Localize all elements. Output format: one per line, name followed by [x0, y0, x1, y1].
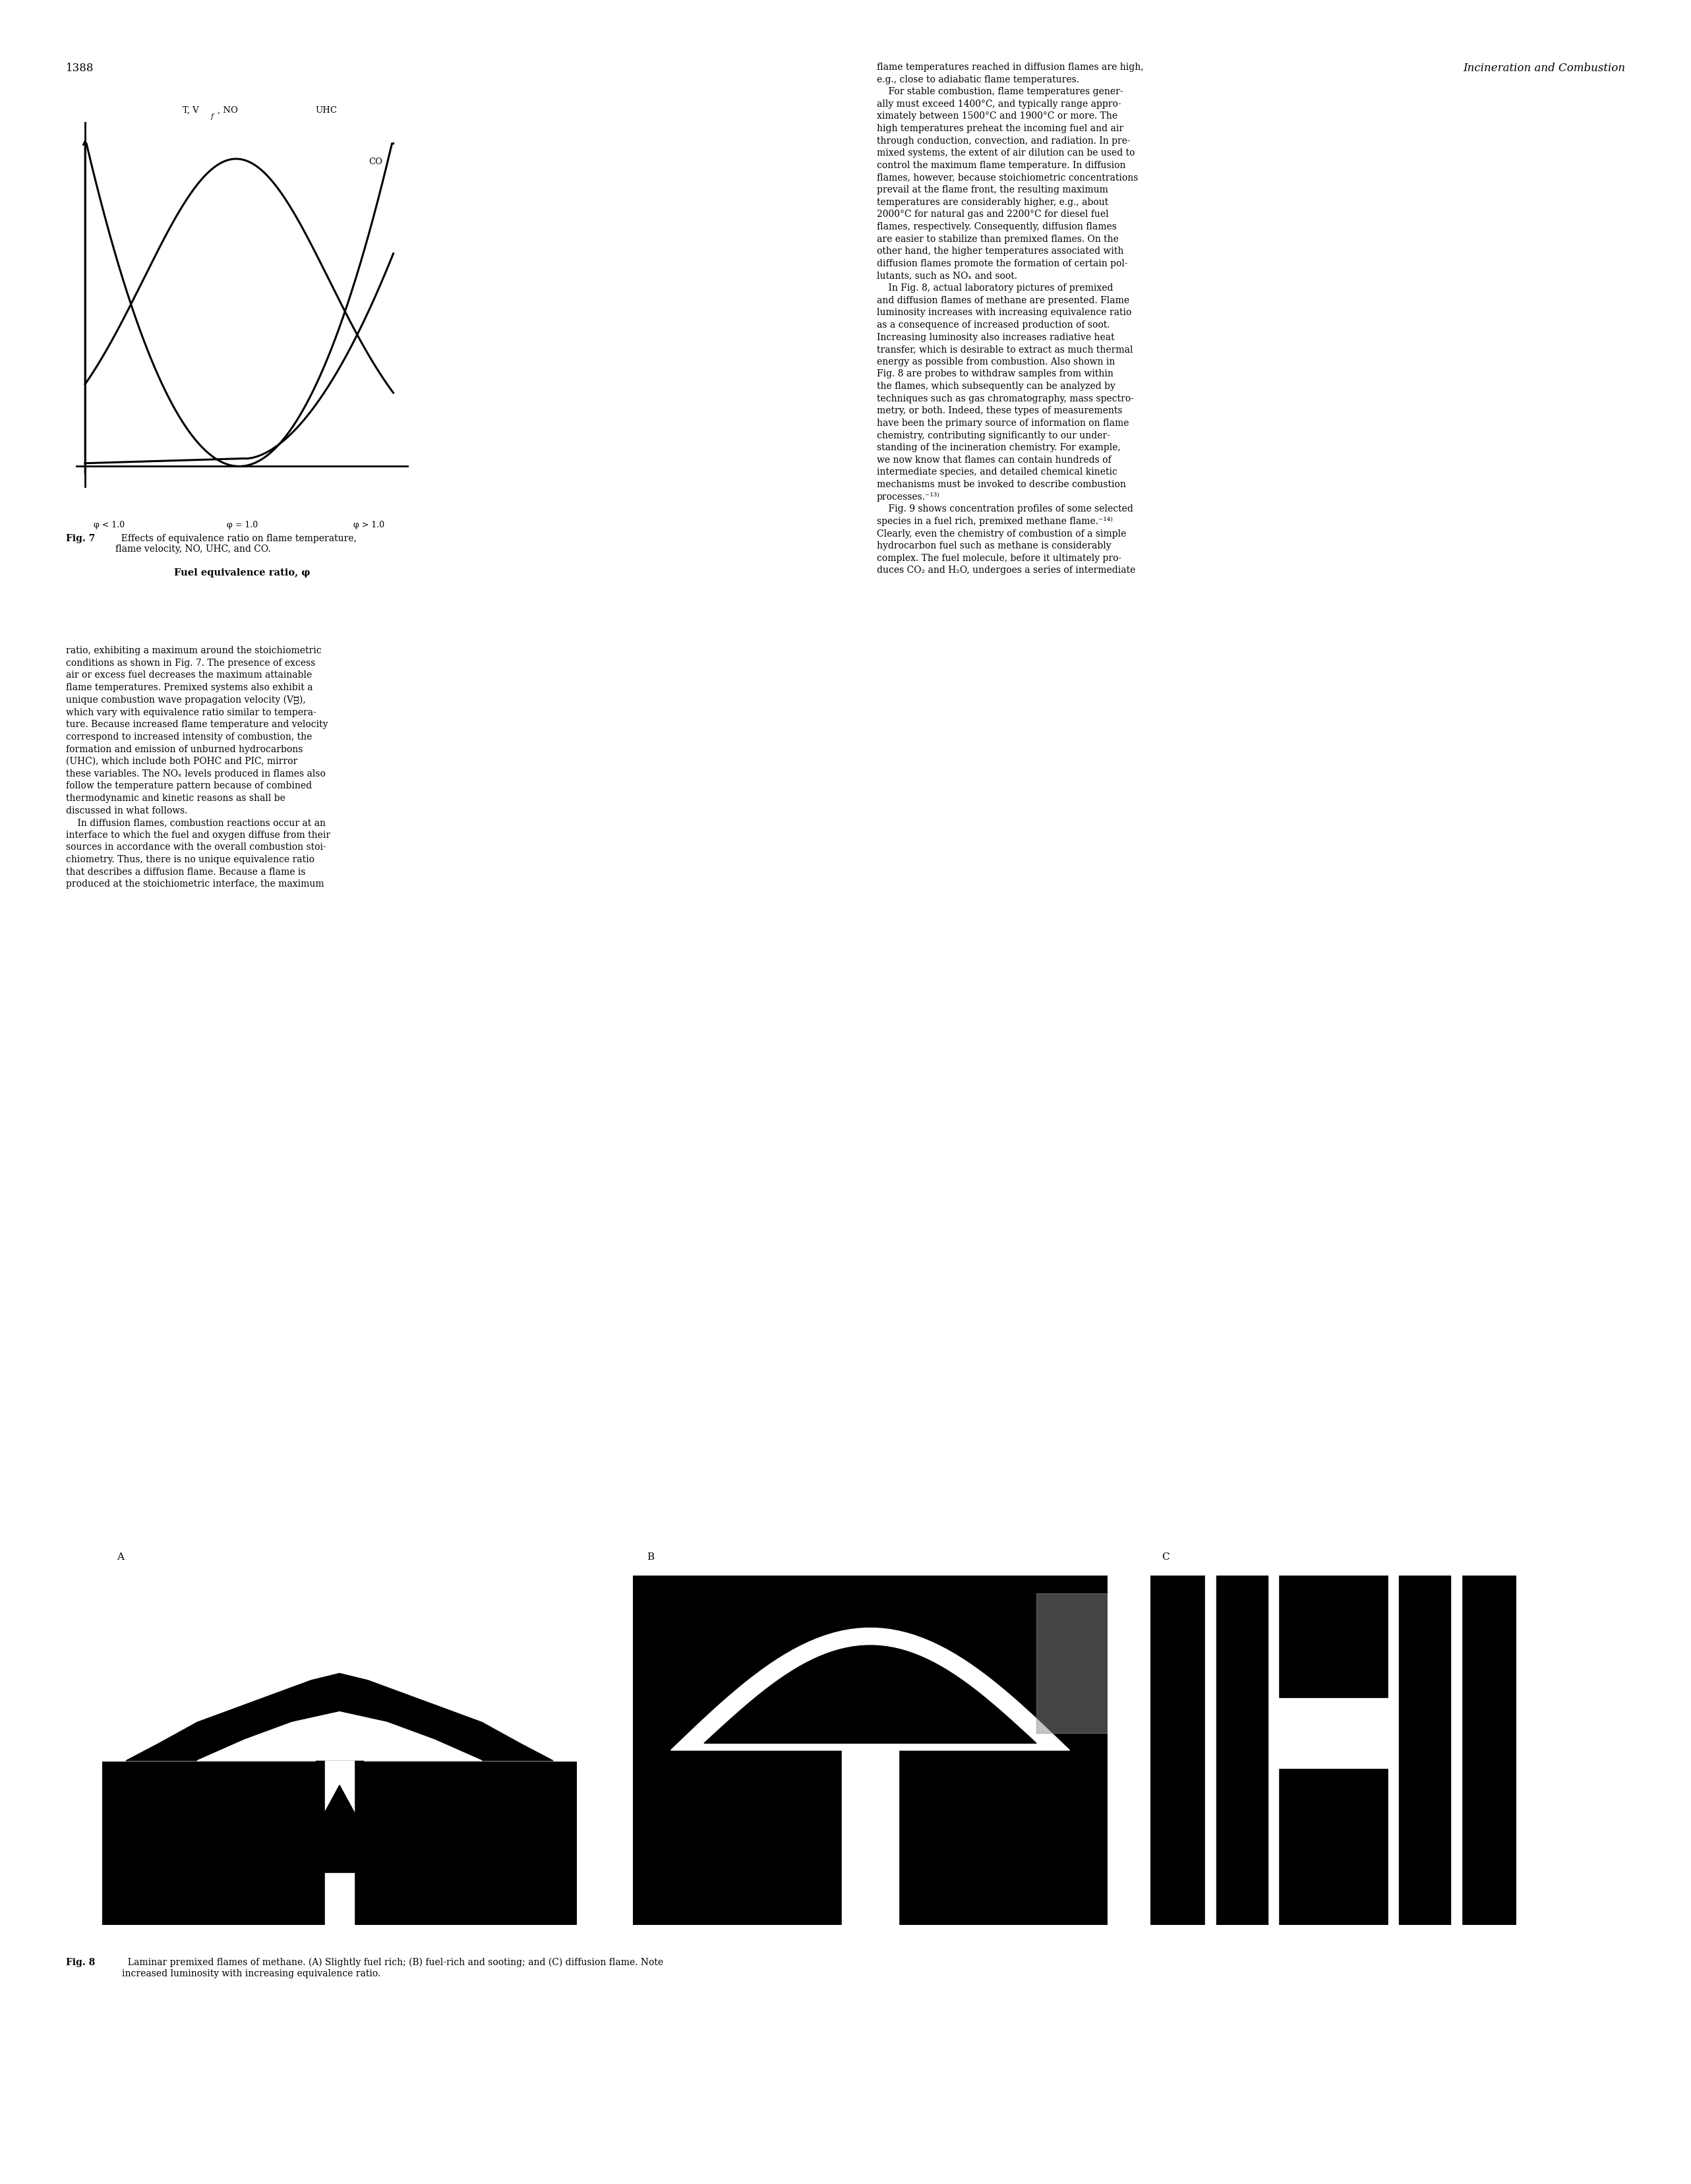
Polygon shape	[1150, 1575, 1517, 1924]
Polygon shape	[1206, 1575, 1278, 1924]
Polygon shape	[632, 1575, 1108, 1924]
Polygon shape	[101, 1575, 577, 1760]
Polygon shape	[198, 1712, 482, 1760]
Polygon shape	[316, 1760, 364, 1924]
Text: B: B	[648, 1553, 654, 1562]
Text: A: A	[117, 1553, 123, 1562]
Text: T, V: T, V	[183, 107, 198, 114]
Polygon shape	[325, 1760, 353, 1924]
Text: Fig. 7: Fig. 7	[66, 533, 95, 544]
Text: C: C	[1162, 1553, 1168, 1562]
Text: Incineration and Combustion: Incineration and Combustion	[1463, 63, 1625, 74]
Text: flame temperatures reached in diffusion flames are high,
e.g., close to adiabati: flame temperatures reached in diffusion …	[878, 63, 1143, 574]
Polygon shape	[703, 1645, 1037, 1743]
Polygon shape	[671, 1627, 1070, 1749]
Polygon shape	[1388, 1575, 1461, 1924]
Text: UHC: UHC	[316, 107, 337, 114]
Polygon shape	[1278, 1697, 1388, 1767]
Polygon shape	[842, 1749, 898, 1924]
Polygon shape	[311, 1784, 369, 1872]
Text: φ < 1.0: φ < 1.0	[93, 520, 125, 529]
Text: φ = 1.0: φ = 1.0	[227, 520, 257, 529]
Text: , NO: , NO	[218, 107, 238, 114]
Text: φ > 1.0: φ > 1.0	[353, 520, 384, 529]
Text: CO: CO	[369, 157, 382, 166]
Polygon shape	[1037, 1592, 1108, 1732]
Text: 1388: 1388	[66, 63, 95, 74]
Text: Effects of equivalence ratio on flame temperature,
flame velocity, NO, UHC, and : Effects of equivalence ratio on flame te…	[115, 533, 357, 555]
Text: Laminar premixed flames of methane. (A) Slightly fuel rich; (B) fuel-rich and so: Laminar premixed flames of methane. (A) …	[122, 1957, 663, 1979]
Polygon shape	[125, 1673, 553, 1760]
Polygon shape	[1216, 1575, 1268, 1924]
Polygon shape	[1398, 1575, 1451, 1924]
Text: Fig. 8: Fig. 8	[66, 1957, 95, 1968]
Text: Fuel equivalence ratio, φ: Fuel equivalence ratio, φ	[174, 568, 311, 577]
Text: f: f	[211, 114, 213, 120]
Polygon shape	[101, 1575, 577, 1924]
Text: ratio, exhibiting a maximum around the stoichiometric
conditions as shown in Fig: ratio, exhibiting a maximum around the s…	[66, 646, 330, 889]
